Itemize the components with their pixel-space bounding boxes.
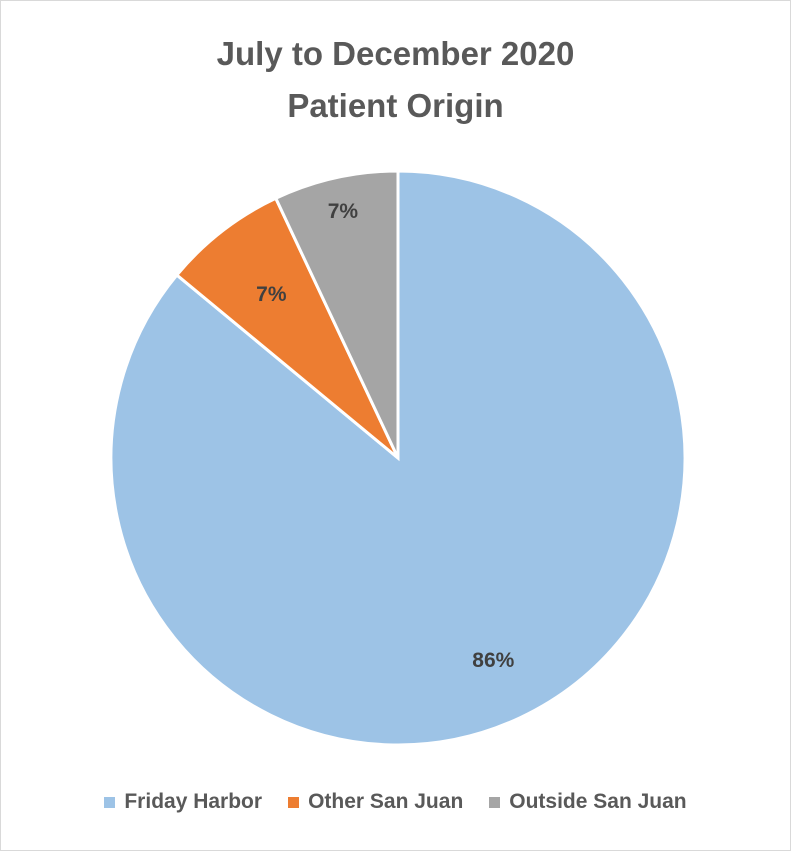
chart-legend: Friday Harbor Other San Juan Outside San… [0, 790, 791, 814]
legend-item-other-san-juan: Other San Juan [288, 790, 463, 814]
data-label-outside-san-juan: 7% [328, 200, 359, 223]
legend-swatch-other-san-juan [288, 796, 300, 808]
legend-swatch-outside-san-juan [489, 796, 501, 808]
legend-swatch-friday-harbor [104, 796, 116, 808]
legend-item-friday-harbor: Friday Harbor [104, 790, 262, 814]
pie-slice-outside-san-juan [273, 169, 400, 459]
data-label-other-san-juan: 7% [256, 283, 287, 306]
legend-item-outside-san-juan: Outside San Juan [489, 790, 687, 814]
legend-label-other-san-juan: Other San Juan [308, 790, 464, 813]
chart-title: July to December 2020 [216, 35, 575, 72]
chart-subtitle: Patient Origin [287, 87, 504, 124]
legend-label-friday-harbor: Friday Harbor [124, 790, 263, 813]
legend-label-outside-san-juan: Outside San Juan [509, 790, 687, 813]
pie-slice-other-san-juan [174, 196, 400, 460]
data-label-friday-harbor: 86% [472, 649, 514, 672]
